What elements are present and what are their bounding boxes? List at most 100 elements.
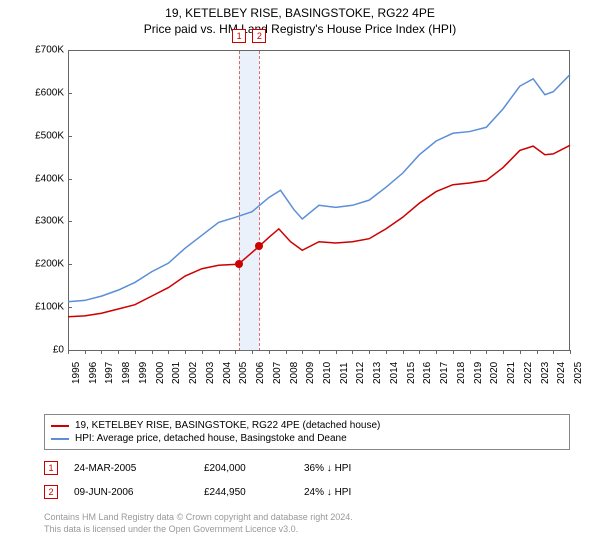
y-tick-label: £200K bbox=[35, 259, 64, 270]
x-tick-label: 2015 bbox=[406, 362, 417, 384]
data-point-price: £204,000 bbox=[204, 463, 304, 474]
x-tick-mark bbox=[520, 350, 521, 354]
data-point-pct: 36% ↓ HPI bbox=[304, 463, 351, 474]
chart-subtitle: Price paid vs. HM Land Registry's House … bbox=[0, 20, 600, 40]
x-tick-mark bbox=[570, 350, 571, 354]
x-tick-mark bbox=[135, 350, 136, 354]
x-tick-mark bbox=[403, 350, 404, 354]
series-line-hpi bbox=[68, 75, 570, 302]
y-axis: £0£100K£200K£300K£400K£500K£600K£700K bbox=[20, 50, 68, 350]
data-point-date: 09-JUN-2006 bbox=[74, 487, 204, 498]
x-tick-mark bbox=[436, 350, 437, 354]
x-tick-mark bbox=[486, 350, 487, 354]
chart-svg bbox=[68, 51, 570, 351]
plot-area: 12 bbox=[68, 50, 570, 350]
marker-dot-2 bbox=[255, 242, 263, 250]
data-point-pct: 24% ↓ HPI bbox=[304, 487, 351, 498]
x-tick-label: 2008 bbox=[289, 362, 300, 384]
y-tick-label: £300K bbox=[35, 216, 64, 227]
x-tick-mark bbox=[352, 350, 353, 354]
x-tick-label: 2025 bbox=[573, 362, 584, 384]
x-tick-mark bbox=[235, 350, 236, 354]
x-tick-label: 2020 bbox=[489, 362, 500, 384]
x-tick-mark bbox=[286, 350, 287, 354]
y-tick-label: £500K bbox=[35, 130, 64, 141]
x-tick-label: 2019 bbox=[473, 362, 484, 384]
data-points-table: 1 24-MAR-2005£204,00036% ↓ HPI 2 09-JUN-200… bbox=[44, 456, 570, 504]
x-tick-label: 2014 bbox=[389, 362, 400, 384]
x-tick-label: 2024 bbox=[556, 362, 567, 384]
x-tick-label: 2001 bbox=[171, 362, 182, 384]
x-tick-label: 2006 bbox=[255, 362, 266, 384]
x-tick-label: 2021 bbox=[506, 362, 517, 384]
x-tick-mark bbox=[453, 350, 454, 354]
x-tick-label: 1998 bbox=[121, 362, 132, 384]
x-tick-label: 2012 bbox=[355, 362, 366, 384]
x-tick-mark bbox=[269, 350, 270, 354]
x-tick-mark bbox=[503, 350, 504, 354]
footer-line1: Contains HM Land Registry data © Crown c… bbox=[44, 512, 570, 524]
x-tick-label: 2004 bbox=[222, 362, 233, 384]
x-tick-label: 2000 bbox=[155, 362, 166, 384]
x-tick-mark bbox=[470, 350, 471, 354]
x-tick-label: 2002 bbox=[188, 362, 199, 384]
x-tick-mark bbox=[202, 350, 203, 354]
x-tick-mark bbox=[219, 350, 220, 354]
data-point-row: 2 09-JUN-2006£244,95024% ↓ HPI bbox=[44, 480, 570, 504]
legend-label-price-paid: 19, KETELBEY RISE, BASINGSTOKE, RG22 4PE… bbox=[75, 420, 380, 431]
data-point-marker: 1 bbox=[44, 461, 58, 475]
x-tick-label: 1997 bbox=[104, 362, 115, 384]
x-tick-mark bbox=[101, 350, 102, 354]
legend-swatch-hpi bbox=[51, 438, 69, 440]
x-tick-mark bbox=[369, 350, 370, 354]
x-tick-label: 2018 bbox=[456, 362, 467, 384]
x-tick-mark bbox=[386, 350, 387, 354]
x-tick-label: 1995 bbox=[71, 362, 82, 384]
x-tick-label: 2007 bbox=[272, 362, 283, 384]
legend-swatch-price-paid bbox=[51, 425, 69, 427]
x-tick-label: 2017 bbox=[439, 362, 450, 384]
y-tick-label: £0 bbox=[53, 345, 64, 356]
x-tick-mark bbox=[537, 350, 538, 354]
x-tick-mark bbox=[319, 350, 320, 354]
chart-container: 19, KETELBEY RISE, BASINGSTOKE, RG22 4PE… bbox=[0, 0, 600, 560]
x-tick-mark bbox=[252, 350, 253, 354]
x-tick-mark bbox=[419, 350, 420, 354]
x-tick-mark bbox=[302, 350, 303, 354]
data-point-row: 1 24-MAR-2005£204,00036% ↓ HPI bbox=[44, 456, 570, 480]
data-point-price: £244,950 bbox=[204, 487, 304, 498]
legend-item-price-paid: 19, KETELBEY RISE, BASINGSTOKE, RG22 4PE… bbox=[51, 419, 563, 432]
x-axis: 1995199619971998199920002001200220032004… bbox=[68, 350, 570, 410]
data-point-date: 24-MAR-2005 bbox=[74, 463, 204, 474]
marker-label-2: 2 bbox=[252, 29, 266, 43]
x-tick-mark bbox=[152, 350, 153, 354]
x-tick-mark bbox=[168, 350, 169, 354]
x-tick-label: 2011 bbox=[339, 362, 350, 384]
footer-line2: This data is licensed under the Open Gov… bbox=[44, 524, 570, 536]
series-line-price_paid bbox=[68, 145, 570, 316]
footer: Contains HM Land Registry data © Crown c… bbox=[44, 512, 570, 535]
x-tick-label: 1999 bbox=[138, 362, 149, 384]
x-tick-mark bbox=[336, 350, 337, 354]
marker-label-1: 1 bbox=[232, 29, 246, 43]
legend: 19, KETELBEY RISE, BASINGSTOKE, RG22 4PE… bbox=[44, 414, 570, 450]
x-tick-label: 2022 bbox=[523, 362, 534, 384]
x-tick-mark bbox=[553, 350, 554, 354]
chart-area: £0£100K£200K£300K£400K£500K£600K£700K 12… bbox=[20, 40, 580, 410]
x-tick-label: 2010 bbox=[322, 362, 333, 384]
x-tick-label: 2005 bbox=[238, 362, 249, 384]
legend-label-hpi: HPI: Average price, detached house, Basi… bbox=[75, 433, 347, 444]
x-tick-label: 2023 bbox=[540, 362, 551, 384]
x-tick-mark bbox=[185, 350, 186, 354]
x-tick-label: 2013 bbox=[372, 362, 383, 384]
chart-title: 19, KETELBEY RISE, BASINGSTOKE, RG22 4PE bbox=[0, 0, 600, 20]
data-point-marker: 2 bbox=[44, 485, 58, 499]
y-tick-label: £400K bbox=[35, 173, 64, 184]
y-tick-label: £600K bbox=[35, 87, 64, 98]
marker-dot-1 bbox=[235, 260, 243, 268]
x-tick-label: 2003 bbox=[205, 362, 216, 384]
x-tick-mark bbox=[85, 350, 86, 354]
x-tick-label: 2016 bbox=[422, 362, 433, 384]
y-tick-label: £100K bbox=[35, 302, 64, 313]
legend-item-hpi: HPI: Average price, detached house, Basi… bbox=[51, 432, 563, 445]
